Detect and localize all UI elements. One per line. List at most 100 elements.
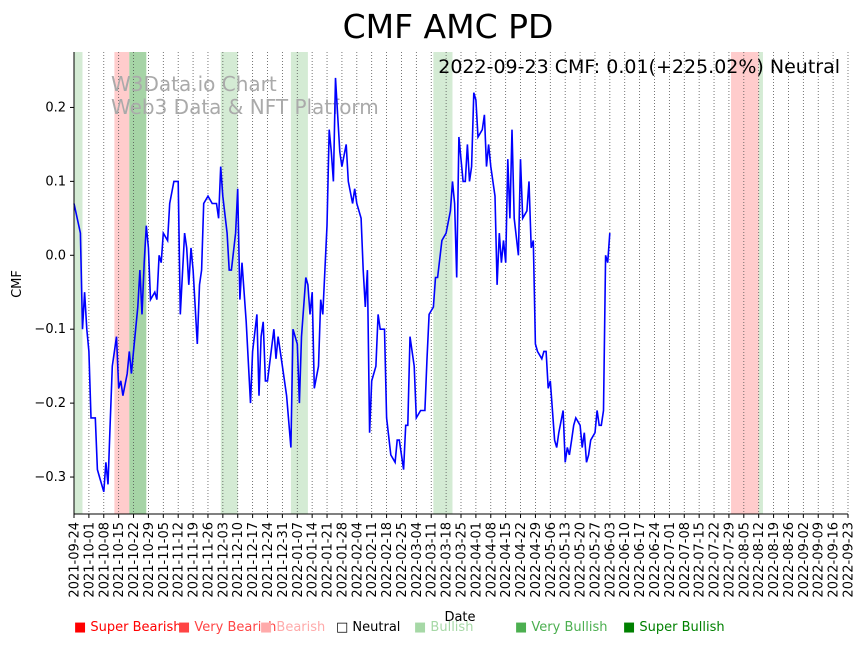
x-tick-label-11: 2021-12-10 — [231, 522, 246, 598]
legend-swatch-icon: ■ — [414, 620, 431, 635]
grid-layer — [73, 52, 849, 514]
x-tick-label-36: 2022-06-03 — [603, 522, 618, 598]
legend-item-super-bullish: ■ Super Bullish — [623, 620, 725, 635]
legend-label: Neutral — [352, 620, 401, 635]
x-tick-label-47: 2022-08-19 — [767, 522, 782, 598]
zone-7 — [758, 52, 763, 514]
x-tick-label-24: 2022-03-11 — [425, 522, 440, 598]
legend-swatch-icon: ■ — [623, 620, 640, 635]
zone-2 — [129, 52, 147, 514]
x-tick-label-30: 2022-04-22 — [514, 522, 529, 598]
x-tick-label-21: 2022-02-18 — [380, 522, 395, 598]
x-tick-label-48: 2022-08-26 — [782, 522, 797, 598]
x-tick-label-1: 2021-10-01 — [82, 522, 97, 598]
x-axis-label: Date — [444, 610, 475, 625]
x-tick-label-23: 2022-03-04 — [410, 522, 425, 598]
watermark-line-0: W3Data.io Chart — [111, 72, 277, 96]
legend-label: Bearish — [276, 620, 326, 635]
legend-item-super-bearish: ■ Super Bearish — [74, 620, 182, 635]
x-tick-label-46: 2022-08-12 — [752, 522, 767, 598]
y-axis-label: CMF — [10, 270, 25, 298]
x-tick-label-16: 2022-01-14 — [306, 522, 321, 598]
latest-value-annotation: 2022-09-23 CMF: 0.01(+225.02%) Neutral — [438, 56, 840, 78]
x-tick-label-43: 2022-07-22 — [708, 522, 723, 598]
cmf-line — [73, 77, 611, 493]
x-tick-label-14: 2021-12-31 — [276, 522, 291, 598]
y-tick-label-1: −0.2 — [34, 396, 66, 411]
legend-label: Super Bearish — [90, 620, 182, 635]
x-tick-label-5: 2021-10-29 — [142, 522, 157, 598]
y-tick-label-2: −0.1 — [34, 322, 66, 337]
zone-6 — [731, 52, 759, 514]
chart-title: CMF AMC PD — [343, 7, 554, 46]
legend-swatch-icon: □ — [336, 620, 353, 635]
zone-layer — [74, 52, 763, 514]
zone-5 — [433, 52, 453, 514]
x-tick-label-3: 2021-10-15 — [112, 522, 127, 598]
legend-item-neutral: □ Neutral — [336, 620, 400, 635]
x-tick-label-31: 2022-04-29 — [529, 522, 544, 598]
x-axis: 2021-09-24 2021-10-01 2021-10-08 2021-10-15… — [68, 514, 857, 598]
x-tick-label-33: 2022-05-13 — [559, 522, 574, 598]
x-tick-label-40: 2022-07-01 — [663, 522, 678, 598]
x-tick-label-25: 2022-03-18 — [440, 522, 455, 598]
x-tick-label-35: 2022-05-27 — [589, 522, 604, 598]
legend-swatch-icon: ■ — [515, 620, 532, 635]
legend-swatch-icon: ■ — [178, 620, 195, 635]
x-tick-label-17: 2022-01-21 — [321, 522, 336, 598]
x-tick-label-18: 2022-01-28 — [335, 522, 350, 598]
x-tick-label-50: 2022-09-09 — [812, 522, 827, 598]
x-tick-label-15: 2022-01-07 — [291, 522, 306, 598]
legend-swatch-icon: ■ — [260, 620, 277, 635]
x-tick-label-38: 2022-06-17 — [633, 522, 648, 598]
x-tick-label-20: 2022-02-11 — [365, 522, 380, 598]
x-tick-label-28: 2022-04-08 — [484, 522, 499, 598]
x-tick-label-26: 2022-03-25 — [455, 522, 470, 598]
x-tick-label-7: 2021-11-12 — [172, 522, 187, 598]
x-tick-label-4: 2021-10-22 — [127, 522, 142, 598]
x-tick-label-52: 2022-09-23 — [842, 522, 857, 598]
zone-1 — [114, 52, 130, 514]
x-tick-label-0: 2021-09-24 — [68, 522, 83, 598]
legend-item-very-bullish: ■ Very Bullish — [515, 620, 607, 635]
legend-item-very-bearish: ■ Very Bearish — [178, 620, 276, 635]
legend-label: Super Bullish — [639, 620, 725, 635]
x-tick-label-49: 2022-09-02 — [797, 522, 812, 598]
x-tick-label-37: 2022-06-10 — [618, 522, 633, 598]
x-tick-label-44: 2022-07-29 — [722, 522, 737, 598]
x-tick-label-9: 2021-11-26 — [202, 522, 217, 598]
watermark-line-1: Web3 Data & NFT Platform — [111, 95, 379, 119]
x-tick-label-39: 2022-06-24 — [648, 522, 663, 598]
y-axis: −0.3 −0.2 −0.1 0.0 0.1 0.2 — [34, 100, 74, 485]
y-tick-label-0: −0.3 — [34, 470, 66, 485]
x-tick-label-45: 2022-08-05 — [737, 522, 752, 598]
zone-0 — [74, 52, 83, 514]
y-tick-label-4: 0.1 — [45, 174, 66, 189]
legend-label: Bullish — [430, 620, 474, 635]
legend-swatch-icon: ■ — [74, 620, 91, 635]
x-tick-label-29: 2022-04-15 — [499, 522, 514, 598]
zone-3 — [220, 52, 238, 514]
x-tick-label-8: 2021-11-19 — [187, 522, 202, 598]
x-tick-label-32: 2022-05-06 — [544, 522, 559, 598]
x-tick-label-2: 2021-10-08 — [97, 522, 112, 598]
x-tick-label-12: 2021-12-17 — [246, 522, 261, 598]
x-tick-label-19: 2022-02-04 — [350, 522, 365, 598]
legend-item-bearish: ■ Bearish — [260, 620, 325, 635]
legend-label: Very Bearish — [194, 620, 277, 635]
x-tick-label-42: 2022-07-15 — [693, 522, 708, 598]
x-tick-label-6: 2021-11-05 — [157, 522, 172, 598]
legend-label: Very Bullish — [531, 620, 608, 635]
x-tick-label-41: 2022-07-08 — [678, 522, 693, 598]
x-tick-label-10: 2021-12-03 — [216, 522, 231, 598]
zone-4 — [290, 52, 308, 514]
x-tick-label-51: 2022-09-16 — [827, 522, 842, 598]
x-tick-label-34: 2022-05-20 — [574, 522, 589, 598]
y-tick-label-5: 0.2 — [45, 100, 66, 115]
legend-item-bullish: ■ Bullish — [414, 620, 473, 635]
legend: ■ Super Bearish ■ Very Bearish ■ Bearish □ … — [74, 620, 854, 638]
x-tick-label-27: 2022-04-01 — [469, 522, 484, 598]
x-tick-label-13: 2021-12-24 — [261, 522, 276, 598]
